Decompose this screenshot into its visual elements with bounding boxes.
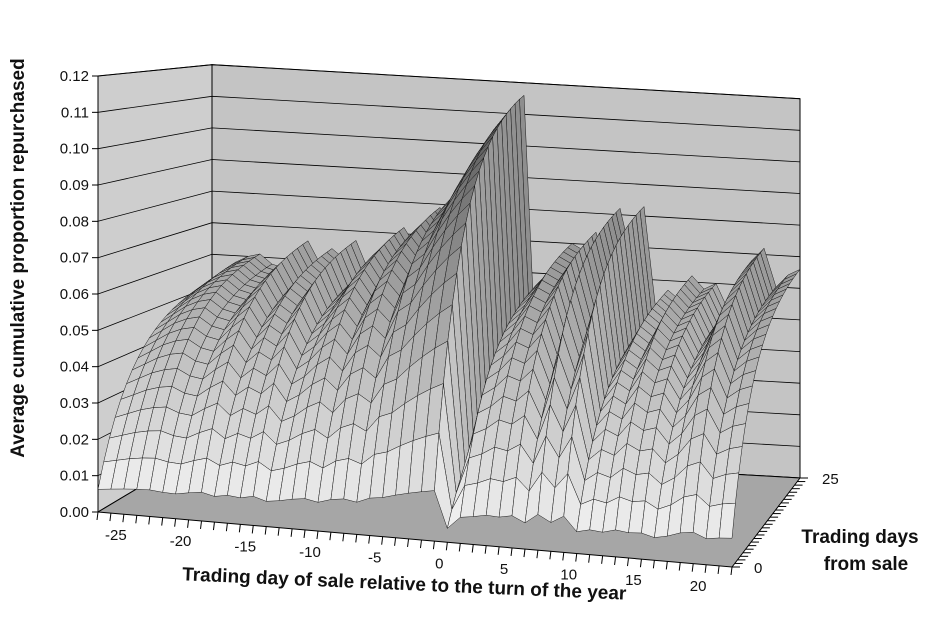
x-tick-label: 20 [690, 578, 707, 595]
y-tick-label: 25 [822, 471, 839, 488]
x-tick [200, 520, 203, 530]
z-tick-label: 0.02 [60, 431, 89, 448]
surface-facet [718, 502, 736, 539]
z-axis-title: Average cumulative proportion repurchase… [8, 58, 29, 457]
x-tick [161, 517, 164, 526]
gridline [97, 190, 801, 226]
x-tick [251, 525, 254, 534]
x-tick [316, 531, 319, 540]
x-tick [678, 562, 681, 571]
x-tick-label: -25 [105, 527, 127, 544]
x-tick-label: 15 [625, 572, 642, 589]
x-tick-label: -20 [170, 533, 192, 550]
y-axis-title-line2: from sale [824, 554, 908, 575]
x-tick [394, 537, 397, 546]
x-tick [458, 543, 461, 552]
x-tick [187, 519, 190, 528]
x-tick [432, 541, 435, 550]
z-tick-label: 0.01 [60, 468, 89, 485]
x-tick [225, 523, 228, 532]
x-tick [510, 547, 513, 556]
x-tick [471, 544, 474, 553]
x-tick [562, 552, 565, 561]
x-tick [238, 524, 241, 533]
z-tick-label: 0.11 [61, 104, 89, 121]
x-tick [704, 564, 707, 573]
x-tick [96, 511, 99, 521]
x-tick [730, 566, 733, 576]
z-tick-label: 0.05 [60, 322, 89, 339]
x-tick [277, 527, 280, 536]
x-tick [148, 516, 151, 525]
x-tick [381, 536, 384, 545]
x-tick-label: 5 [500, 561, 508, 578]
z-tick-label: 0.00 [60, 504, 89, 521]
x-tick [588, 554, 591, 563]
x-tick [264, 526, 267, 535]
z-tick-label: 0.10 [60, 141, 89, 158]
z-tick-label: 0.04 [60, 359, 89, 376]
x-tick [355, 534, 358, 543]
z-tick-label: 0.06 [60, 286, 89, 303]
y-tick-label: 0 [754, 560, 762, 577]
gridline [97, 64, 801, 100]
x-tick [639, 559, 642, 568]
x-tick [717, 565, 720, 574]
x-tick [691, 563, 694, 572]
x-tick-label: 0 [435, 555, 443, 572]
x-tick [614, 556, 617, 565]
x-tick [174, 518, 177, 527]
x-tick [549, 551, 552, 560]
x-tick [407, 538, 410, 548]
x-tick-label: -10 [299, 544, 321, 561]
z-tick-label: 0.07 [60, 250, 89, 267]
x-tick [368, 535, 371, 544]
z-tick-label: 0.03 [60, 395, 89, 412]
axis-ticks [92, 75, 808, 576]
x-tick [303, 529, 306, 539]
x-tick [135, 515, 138, 524]
x-tick [290, 528, 293, 537]
x-tick [122, 514, 125, 523]
x-tick [419, 539, 422, 549]
gridline [97, 95, 801, 131]
gridline [97, 127, 801, 163]
z-tick-label: 0.12 [60, 68, 89, 85]
y-axis-title-line1: Trading days [801, 527, 918, 548]
x-tick [601, 555, 604, 564]
x-tick [329, 532, 332, 541]
gridline [97, 159, 801, 194]
x-tick [497, 546, 500, 555]
x-tick-label: 10 [560, 567, 577, 584]
x-tick [342, 533, 345, 542]
x-tick [109, 513, 112, 522]
x-tick-label: -15 [234, 538, 256, 555]
x-tick [523, 548, 526, 558]
x-tick [652, 560, 655, 569]
x-tick-label: -5 [368, 550, 381, 567]
x-tick [484, 545, 487, 554]
x-tick [665, 561, 668, 570]
x-tick [212, 522, 215, 531]
z-tick-label: 0.09 [60, 177, 89, 194]
surface-plot [97, 94, 801, 539]
x-tick [536, 550, 539, 559]
axis-labels: 0.00 0.01 0.02 0.03 0.04 0.05 0.06 0.07 0.08 0.09… [60, 68, 839, 595]
z-tick-label: 0.08 [60, 213, 89, 230]
x-tick [575, 553, 578, 562]
x-tick [626, 557, 629, 567]
x-tick [445, 542, 448, 551]
